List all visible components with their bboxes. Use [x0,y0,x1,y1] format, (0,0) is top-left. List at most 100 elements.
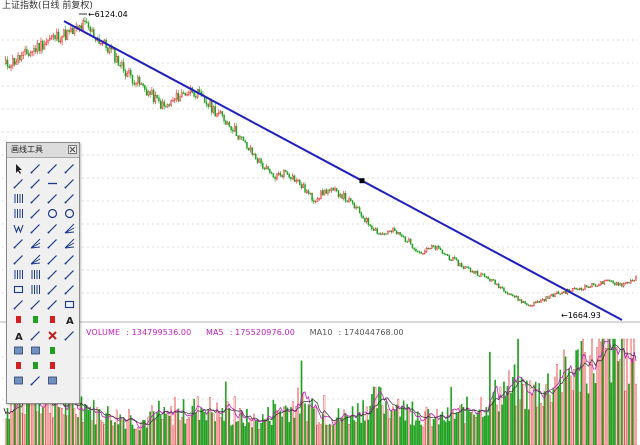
candle-body [13,58,16,65]
stack-grey-icon[interactable] [11,374,26,388]
gann-fan-icon[interactable] [62,237,77,251]
fib-retracement-icon[interactable] [11,252,26,266]
arrow-down-green-icon[interactable] [28,313,43,327]
blank-tool-icon[interactable] [62,374,77,388]
price-channel-icon[interactable] [28,191,43,205]
flag-down-red-icon[interactable] [45,358,60,372]
candle-body [309,192,312,195]
ratio-lines-icon[interactable] [45,267,60,281]
layer-green-icon[interactable] [45,343,60,357]
parallel-channel-icon[interactable] [45,191,60,205]
arrow-down-icon[interactable] [28,298,43,312]
rectangle-icon[interactable] [62,298,77,312]
angle-icon[interactable] [62,283,77,297]
zoom-icon[interactable] [28,374,43,388]
volume-bar [256,418,259,445]
volume-bar [261,414,264,445]
ma5-label-text: MA5: 175520976.00 [205,328,295,337]
candle-body [605,279,607,282]
circle-icon[interactable] [45,207,60,221]
volume-bar [286,407,289,445]
angle-lines-icon[interactable] [45,237,60,251]
candle-body [311,192,313,201]
line-segment-icon[interactable] [28,161,43,175]
time-cycle-icon[interactable] [11,267,26,281]
triangle-down-icon[interactable] [45,298,60,312]
flag-up-red-icon[interactable] [11,358,26,372]
period-lines-icon[interactable] [11,207,26,221]
volume-bar [411,401,414,445]
volume-bar [517,338,519,445]
straight-line-icon[interactable] [45,161,60,175]
eraser-icon[interactable] [28,328,43,342]
close-icon[interactable] [68,145,77,154]
candle-body [628,282,630,284]
arc-icon[interactable] [28,207,43,221]
candle-body [253,153,255,156]
candle-body [538,300,540,303]
volume-bar [584,352,586,445]
candle-body [425,247,428,252]
barcode-icon[interactable] [28,283,43,297]
volume-bar [339,420,342,445]
measure-icon[interactable] [11,298,26,312]
text-a-icon[interactable]: A [62,313,77,327]
box-icon[interactable] [11,283,26,297]
percent-lines-icon[interactable] [62,267,77,281]
cursor-icon[interactable] [11,161,26,175]
fib-arc-icon[interactable] [45,252,60,266]
ray-icon[interactable] [62,161,77,175]
equal-lines-icon[interactable] [45,283,60,297]
candle-body [302,184,305,189]
delete-x-icon[interactable] [45,328,60,342]
candle-body [31,51,33,53]
blank-tool-icon[interactable] [62,343,77,357]
fan-lines-icon[interactable] [28,237,43,251]
fib-fan-icon[interactable] [28,252,43,266]
w-pattern-icon[interactable] [11,222,26,236]
linear-regression-icon[interactable] [62,191,77,205]
candle-body [335,188,338,191]
horizontal-line-icon[interactable] [45,176,60,190]
candle-body [441,249,444,254]
triangle-pattern-icon[interactable] [28,222,43,236]
arrow-line-icon[interactable] [28,176,43,190]
volume-bar [101,421,104,445]
candle-body [101,42,104,45]
text-a-with-arrow-icon[interactable]: A [11,328,26,342]
toolbox-titlebar[interactable]: 画线工具 [7,143,79,158]
target-circle-icon[interactable] [62,207,77,221]
stack-plus-icon[interactable] [45,374,60,388]
parallel-arrows-icon[interactable] [62,176,77,190]
vertical-lines-icon[interactable] [11,191,26,205]
candle-body [561,292,563,295]
volume-bar [557,386,560,445]
candle-body [355,206,357,209]
hide-icon[interactable] [62,328,77,342]
layer-blue-icon[interactable] [11,343,26,357]
arrow-down-red-icon[interactable] [45,313,60,327]
candle-body [617,282,620,286]
volume-bar [297,387,299,445]
volume-bar [619,359,621,445]
drawing-toolbox[interactable]: 画线工具 A A [6,142,80,404]
fork-icon[interactable] [62,222,77,236]
volume-bar [483,415,486,445]
flag-t-green-icon[interactable] [28,358,43,372]
volume-bar [209,397,211,445]
head-shoulders-icon[interactable] [11,237,26,251]
volume-bar [75,414,77,445]
wedge-icon[interactable] [45,222,60,236]
volume-bar [158,400,160,445]
fib-time-icon[interactable] [28,267,43,281]
layer-grey-icon[interactable] [28,343,43,357]
extend-line-icon[interactable] [11,176,26,190]
candle-body [22,51,25,56]
arrow-up-red-icon[interactable] [11,313,26,327]
blank-tool-icon[interactable] [62,358,77,372]
candle-body [316,198,319,202]
fib-extension-icon[interactable] [62,252,77,266]
volume-bar [395,404,398,445]
